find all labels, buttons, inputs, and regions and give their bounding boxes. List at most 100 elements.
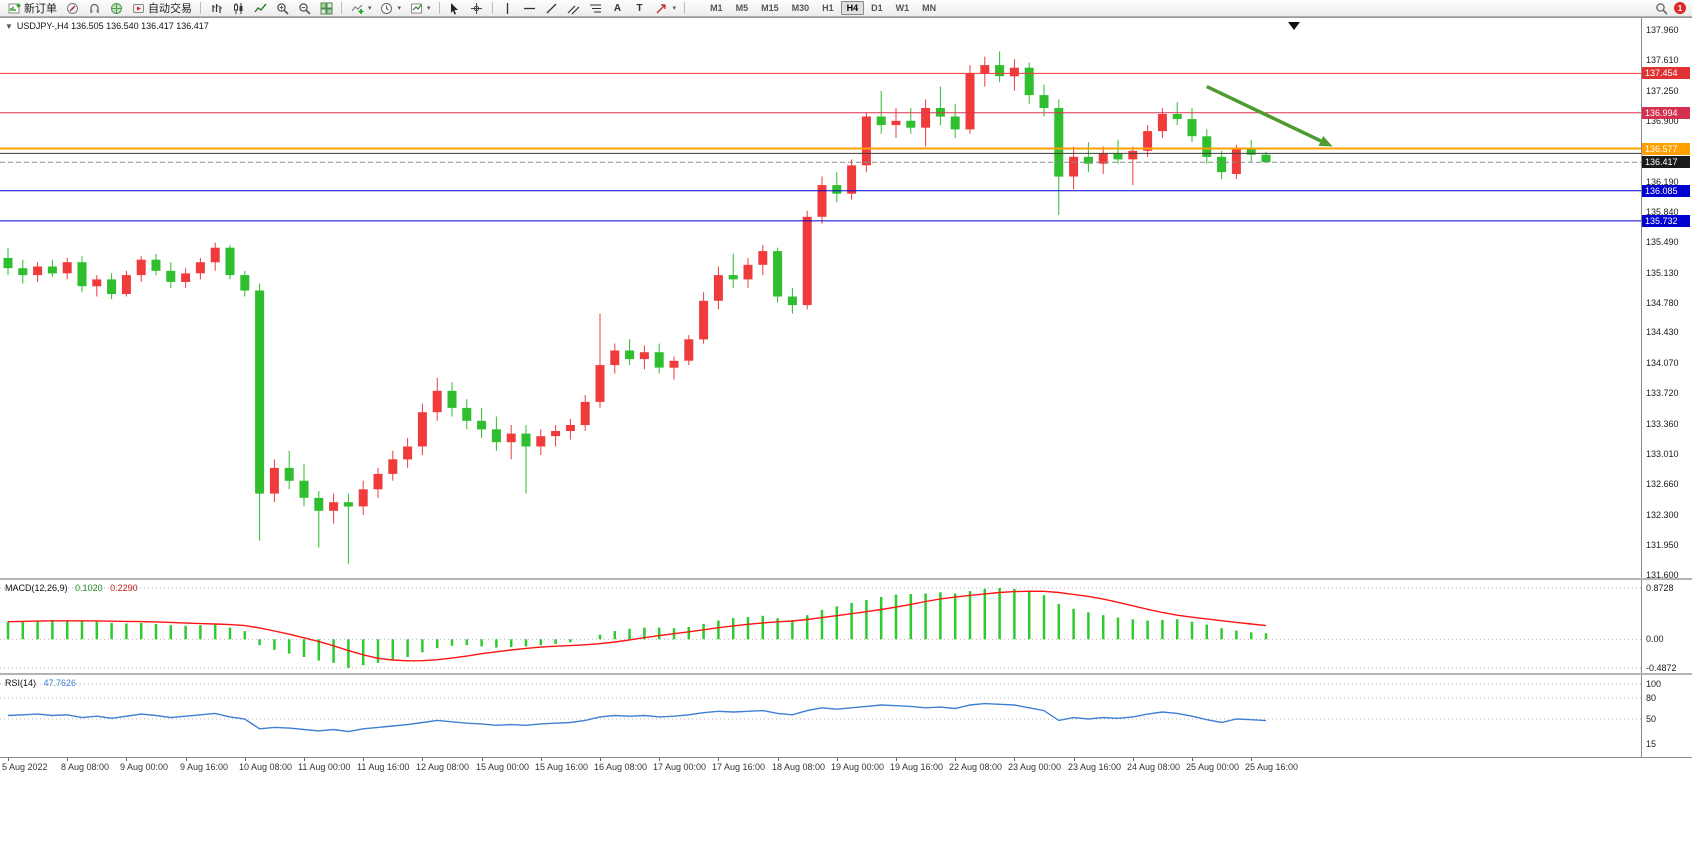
- trendline-tool[interactable]: [542, 1, 562, 16]
- indicators-plus-icon: [350, 1, 364, 15]
- timeframe-m1[interactable]: M1: [710, 3, 723, 13]
- dropdown-caret: ▾: [672, 5, 677, 12]
- time-axis-label: 15 Aug 16:00: [535, 762, 589, 772]
- price-axis-label: 133.360: [1646, 419, 1679, 429]
- price-axis-label: 135.130: [1646, 268, 1679, 278]
- compass-button[interactable]: [62, 1, 82, 16]
- price-axis-label: 133.010: [1646, 449, 1679, 459]
- time-tick: [67, 758, 68, 761]
- time-axis-label: 9 Aug 16:00: [180, 762, 229, 772]
- time-axis[interactable]: 5 Aug 2022 8 Aug 08:00 9 Aug 00:00 9 Aug 16…: [0, 757, 1692, 774]
- autotrading-button[interactable]: 自动交易: [128, 1, 195, 16]
- timeframe-m5[interactable]: M5: [735, 3, 749, 13]
- tile-windows-button[interactable]: [316, 1, 336, 16]
- rsi-axis-label: 80: [1646, 693, 1657, 703]
- market-watch-button[interactable]: [84, 1, 104, 16]
- price-axis-label: 137.960: [1646, 25, 1679, 35]
- crosshair-button[interactable]: [467, 1, 487, 16]
- toolbar-right: 1: [1654, 1, 1688, 15]
- price-badge: 137.454: [1642, 67, 1690, 79]
- time-axis-label: 11 Aug 16:00: [357, 762, 410, 772]
- time-tick: [363, 758, 364, 761]
- candlestick-chart-icon: [231, 1, 245, 15]
- community-button[interactable]: [106, 1, 126, 16]
- notification-badge[interactable]: 1: [1674, 2, 1686, 14]
- chart-shift-marker[interactable]: [1288, 22, 1300, 30]
- chart-symbol-header: ▼ USDJPY-,H4 136.505 136.540 136.417 136.…: [5, 21, 209, 31]
- price-axis-label: 131.950: [1646, 540, 1679, 550]
- chart-window: ▼ USDJPY-,H4 136.505 136.540 136.417 136.…: [0, 17, 1692, 774]
- fibonacci-tool[interactable]: [586, 1, 606, 16]
- timeframe-w1[interactable]: W1: [895, 3, 910, 13]
- main-chart-panel: ▼ USDJPY-,H4 136.505 136.540 136.417 136.…: [0, 18, 1692, 580]
- macd-signal-value: 0.2290: [110, 583, 138, 593]
- dropdown-caret: ▾: [368, 5, 372, 12]
- time-axis-label: 10 Aug 08:00: [239, 762, 293, 772]
- price-axis-label: 136.190: [1646, 177, 1679, 187]
- period-button[interactable]: ▾: [377, 1, 405, 16]
- time-tick: [304, 758, 305, 761]
- toolbar-separator: [438, 2, 440, 14]
- arrows-tool[interactable]: ▾: [652, 1, 680, 16]
- timeframe-m30[interactable]: M30: [791, 3, 810, 13]
- price-axis-label: 134.430: [1646, 327, 1679, 337]
- search-icon[interactable]: [1654, 1, 1668, 15]
- macd-axis-label: -0.4872: [1646, 663, 1677, 673]
- price-badge: 136.417: [1642, 156, 1690, 168]
- channel-tool[interactable]: [564, 1, 584, 16]
- vertical-line-tool[interactable]: [498, 1, 518, 16]
- timeframe-m15[interactable]: M15: [761, 3, 779, 13]
- channel-icon: [567, 1, 581, 15]
- timeframe-d1[interactable]: D1: [871, 3, 883, 13]
- rsi-value: 47.7626: [43, 678, 77, 688]
- candlestick-chart[interactable]: [0, 18, 1641, 578]
- time-axis-label: 18 Aug 08:00: [772, 762, 826, 772]
- main-chart-plot[interactable]: ▼ USDJPY-,H4 136.505 136.540 136.417 136.…: [0, 18, 1641, 578]
- zoom-in-icon: [275, 1, 289, 15]
- line-chart-button[interactable]: [250, 1, 270, 16]
- trend-arrow-annotation[interactable]: [1206, 85, 1333, 147]
- time-tick: [245, 758, 246, 761]
- bar-chart-button[interactable]: [206, 1, 226, 16]
- dropdown-caret: ▾: [397, 5, 402, 12]
- indicators-button[interactable]: ▾: [347, 1, 375, 16]
- time-tick: [955, 758, 956, 761]
- cursor-button[interactable]: [445, 1, 465, 16]
- line-chart-icon: [253, 1, 267, 15]
- rsi-chart[interactable]: [0, 675, 1641, 757]
- time-tick: [482, 758, 483, 761]
- time-tick: [718, 758, 719, 761]
- text-tool[interactable]: A: [608, 1, 628, 16]
- dropdown-caret: ▾: [427, 5, 431, 12]
- horizontal-line-tool[interactable]: [520, 1, 540, 16]
- timeframe-mn[interactable]: MN: [922, 3, 937, 13]
- rsi-plot[interactable]: RSI(14) 47.7626: [0, 675, 1641, 757]
- macd-plot[interactable]: MACD(12,26,9) 0.1020 0.2290: [0, 580, 1641, 673]
- new-order-button[interactable]: 新订单: [4, 1, 60, 16]
- rsi-label: RSI(14): [5, 678, 37, 688]
- time-axis-label: 17 Aug 16:00: [712, 762, 766, 772]
- new-order-icon: [7, 1, 21, 15]
- timeframe-h4[interactable]: H4: [840, 1, 865, 15]
- time-tick: [1251, 758, 1252, 761]
- label-tool[interactable]: T: [630, 1, 650, 16]
- timeframe-h1[interactable]: H1: [822, 3, 834, 13]
- macd-histogram: [6, 588, 1268, 668]
- price-axis-label: 135.840: [1646, 207, 1679, 217]
- arrow-shape-icon: [655, 1, 669, 15]
- one-click-trading-toggle[interactable]: ▼: [5, 22, 13, 31]
- toolbar-separator: [341, 2, 342, 14]
- macd-chart[interactable]: [0, 580, 1641, 673]
- trendline-icon: [545, 1, 559, 15]
- symbol-info: USDJPY-,H4 136.505 136.540 136.417 136.4…: [16, 21, 209, 31]
- time-tick: [1014, 758, 1015, 761]
- time-axis-label: 5 Aug 2022: [2, 762, 48, 772]
- price-axis: 137.960137.610137.250136.900136.540136.1…: [1641, 18, 1692, 580]
- zoom-out-button[interactable]: [294, 1, 314, 16]
- time-axis-label: 24 Aug 08:00: [1127, 762, 1181, 772]
- zoom-in-button[interactable]: [272, 1, 292, 16]
- templates-button[interactable]: ▾: [406, 1, 434, 16]
- candlestick-chart-button[interactable]: [228, 1, 248, 16]
- rsi-header: RSI(14) 47.7626: [5, 678, 76, 688]
- macd-signal-line: [7, 590, 1267, 662]
